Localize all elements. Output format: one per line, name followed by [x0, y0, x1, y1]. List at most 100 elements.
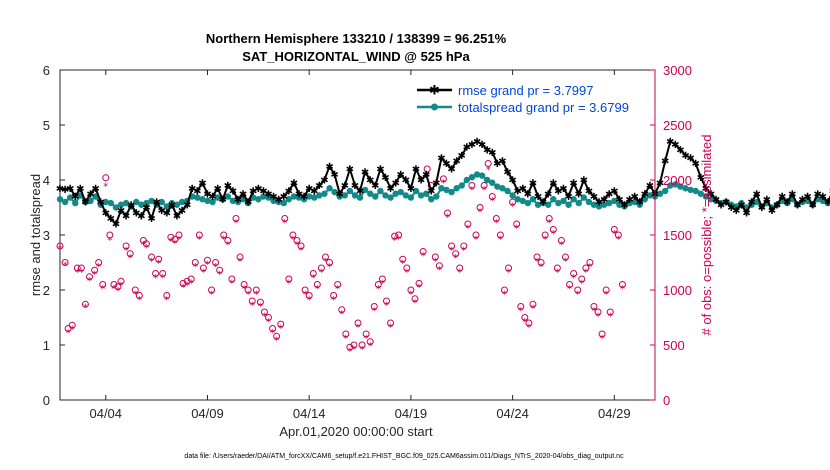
x-tick-label: 04/04	[89, 406, 122, 421]
rmse-point: ✱	[763, 195, 771, 206]
spread-point	[499, 185, 506, 192]
spread-point	[687, 186, 694, 194]
rmse-point: ✱	[478, 140, 486, 151]
rmse-point: ✱	[315, 181, 323, 192]
spread-point	[402, 192, 410, 199]
spread-point	[560, 197, 567, 205]
obs-assimilated-marker: *	[339, 309, 344, 320]
obs-possible-marker	[395, 231, 403, 239]
rmse-point: ✱	[330, 170, 338, 181]
rmse-point: ✱	[71, 192, 79, 203]
spread-point	[397, 188, 404, 196]
spread-point	[102, 198, 109, 206]
obs-assimilated-marker: *	[583, 267, 588, 278]
rmse-point: ✱	[341, 181, 349, 192]
obs-assimilated-marker: *	[400, 259, 405, 270]
obs-possible-marker	[305, 292, 313, 299]
obs-possible-marker	[260, 308, 268, 316]
obs-assimilated-marker: *	[579, 278, 584, 289]
rmse-point: ✱	[183, 200, 191, 211]
obs-assimilated-marker: *	[612, 229, 617, 240]
rmse-point: ✱	[391, 178, 399, 189]
obs-assimilated-marker: *	[294, 240, 299, 251]
obs-assimilated-marker: *	[164, 295, 169, 306]
obs-assimilated-marker: *	[258, 301, 263, 312]
rmse-point: ✱	[427, 187, 435, 198]
rmse-point: ✱	[575, 189, 583, 200]
rmse-point: ✱	[305, 184, 313, 195]
obs-assimilated-marker: *	[351, 344, 356, 355]
rmse-point: ✱	[569, 178, 577, 189]
spread-point	[300, 196, 308, 203]
obs-assimilated-marker: *	[100, 284, 105, 295]
spread-point	[295, 194, 303, 201]
rmse-point: ✱	[493, 159, 501, 170]
obs-possible-marker	[195, 231, 203, 239]
rmse-point: ✱	[91, 184, 99, 195]
obs-possible-marker	[135, 292, 143, 299]
obs-possible-marker	[549, 226, 557, 233]
obs-possible-marker	[81, 300, 89, 308]
spread-point	[682, 185, 689, 192]
obs-possible-marker	[297, 242, 305, 250]
rmse-point: ✱	[447, 165, 455, 176]
spread-point	[148, 197, 155, 205]
obs-possible-marker	[452, 250, 460, 258]
obs-possible-marker	[114, 283, 122, 291]
obs-possible-marker	[464, 220, 472, 228]
spread-point	[483, 176, 491, 184]
obs-possible-marker	[321, 253, 329, 261]
obs-possible-marker	[419, 248, 427, 255]
obs-assimilated-marker: *	[201, 267, 206, 278]
obs-assimilated-marker: *	[153, 273, 158, 284]
rmse-point: ✱	[213, 184, 221, 195]
obs-possible-marker	[232, 215, 240, 222]
obs-assimilated-marker: *	[559, 240, 564, 251]
obs-possible-marker	[220, 231, 228, 239]
obs-possible-marker	[117, 277, 125, 285]
obs-possible-marker	[610, 226, 618, 233]
legend: ✱ rmse grand pr = 3.7997 totalspread gra…	[414, 80, 654, 120]
obs-possible-marker	[448, 242, 456, 250]
obs-assimilated-marker: *	[177, 234, 182, 245]
obs-assimilated-marker: *	[156, 259, 161, 270]
spread-point	[367, 190, 374, 197]
obs-possible-marker	[590, 303, 598, 310]
rmse-point: ✱	[285, 187, 293, 198]
obs-possible-marker	[240, 281, 248, 288]
rmse-point: ✱	[66, 184, 74, 195]
spread-point	[412, 187, 420, 195]
rmse-point: ✱	[519, 184, 527, 195]
spread-point	[519, 197, 526, 205]
spread-point	[417, 192, 425, 199]
spread-point	[158, 198, 165, 206]
spread-point	[346, 187, 354, 195]
obs-assimilated-marker: *	[331, 295, 336, 306]
spread-point	[611, 197, 618, 205]
rmse-point: ✱	[463, 143, 471, 154]
spread-point	[428, 196, 435, 203]
rmse-point: ✱	[513, 187, 521, 198]
obs-assimilated-marker: *	[107, 235, 112, 246]
spread-point	[275, 198, 282, 206]
spread-point	[377, 187, 384, 195]
obs-assimilated-marker: *	[270, 328, 275, 339]
rmse-point: ✱	[117, 206, 125, 217]
rmse-point: ✱	[158, 206, 166, 217]
spread-point	[305, 193, 313, 200]
obs-possible-marker	[374, 281, 382, 288]
spread-point	[341, 192, 348, 199]
obs-possible-marker	[256, 298, 264, 306]
obs-assimilated-marker: *	[412, 298, 417, 309]
obs-possible-marker	[545, 215, 553, 222]
rmse-point: ✱	[458, 151, 466, 162]
rmse-point: ✱	[122, 211, 130, 222]
obs-assimilated-marker: *	[522, 317, 527, 328]
rmse-point: ✱	[554, 187, 562, 198]
obs-possible-marker	[602, 286, 610, 294]
obs-possible-marker	[293, 237, 301, 244]
obs-possible-marker	[317, 264, 325, 272]
obs-possible-marker	[399, 255, 407, 263]
rmse-point: ✱	[681, 151, 689, 162]
rmse-point: ✱	[336, 189, 344, 200]
